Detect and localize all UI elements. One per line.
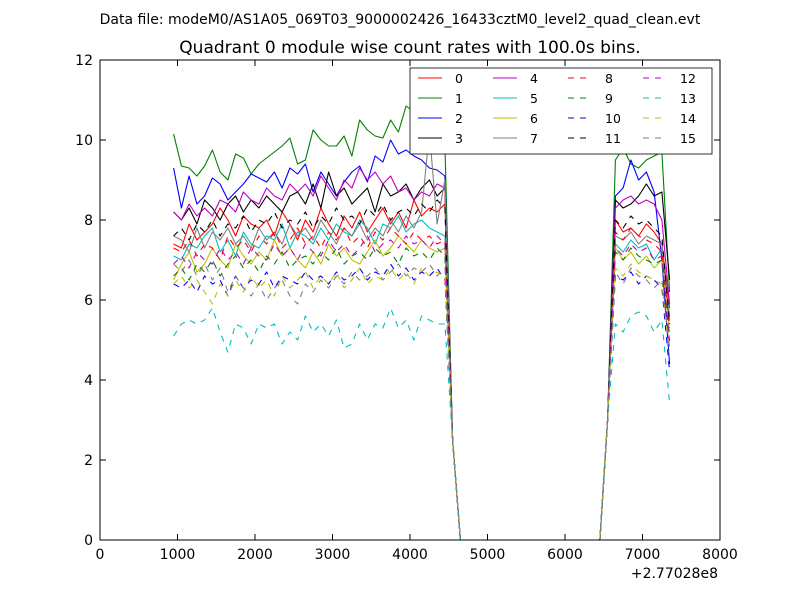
legend-label-7: 7 [530,131,538,146]
series-line-14 [173,263,671,540]
x-tick-label: 4000 [392,547,428,563]
x-tick-label: 5000 [470,547,506,563]
y-tick-label: 6 [84,293,93,309]
legend-label-0: 0 [455,71,463,86]
series-line-12 [173,235,671,540]
legend-label-10: 10 [605,111,621,126]
legend-label-6: 6 [530,111,538,126]
x-tick-label: 8000 [702,547,738,563]
legend-label-8: 8 [605,71,613,86]
y-tick-label: 0 [84,533,93,549]
series-line-1 [173,105,671,540]
axis-ticks: 0 1000 2000 3000 4000 5000 6000 7000 80000246810… [75,53,738,563]
x-tick-label: 1000 [160,547,196,563]
series-line-0 [173,199,671,540]
legend-label-2: 2 [455,111,463,126]
legend-label-15: 15 [680,131,696,146]
y-tick-label: 12 [75,53,93,69]
legend-box [409,67,713,155]
legend-label-11: 11 [605,131,621,146]
series-line-3 [173,171,671,540]
x-offset-label: +2.77028e8 [631,566,718,582]
y-tick-label: 10 [75,133,93,149]
x-tick-label: 3000 [315,547,351,563]
x-tick-label: 7000 [625,547,661,563]
series-line-7 [173,131,671,540]
series-line-8 [173,227,671,540]
chart-suptitle: Data file: modeM0/AS1A05_069T03_90000024… [100,12,701,28]
legend-label-9: 9 [605,91,613,106]
y-tick-label: 2 [84,453,93,469]
chart-title: Quadrant 0 module wise count rates with … [179,38,640,58]
series-line-11 [173,199,671,540]
legend-label-14: 14 [680,111,696,126]
x-tick-label: 6000 [547,547,583,563]
legend-label-3: 3 [455,131,463,146]
x-tick-label: 2000 [237,547,273,563]
series-line-4 [173,167,671,540]
series-line-5 [173,215,671,540]
series-line-10 [173,263,671,540]
x-tick-label: 0 [96,547,105,563]
series-line-2 [173,139,671,540]
y-tick-label: 4 [84,373,93,389]
series-layer [173,105,671,540]
series-line-9 [173,247,671,540]
series-line-15 [173,259,671,540]
legend-label-1: 1 [455,91,463,106]
legend-label-4: 4 [530,71,538,86]
legend-label-12: 12 [680,71,696,86]
series-line-13 [173,307,671,540]
y-tick-label: 8 [84,213,93,229]
legend-label-5: 5 [530,91,538,106]
legend-label-13: 13 [680,91,696,106]
